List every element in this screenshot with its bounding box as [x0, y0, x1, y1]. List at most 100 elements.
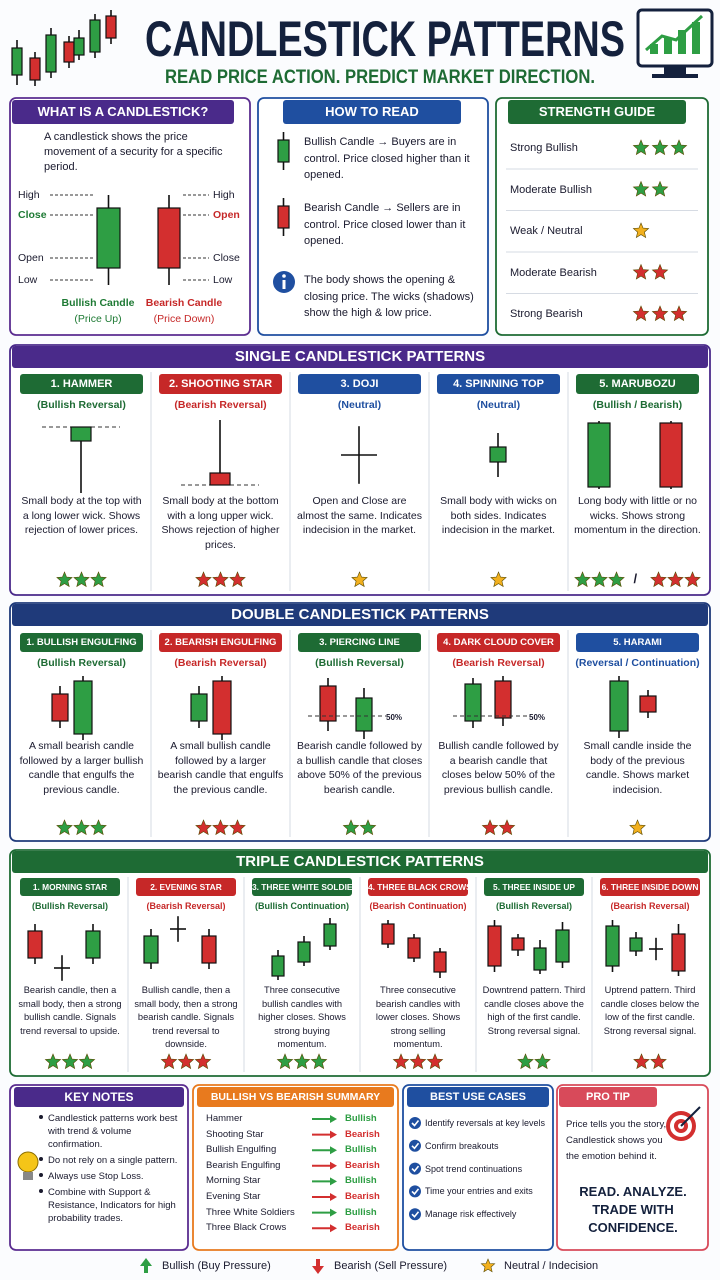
bull-note: (Price Up): [74, 313, 122, 325]
pattern-description: Bullish candle, then a small body, then …: [134, 985, 238, 1049]
candle-body: [671, 933, 686, 972]
bull-label: High: [18, 189, 40, 201]
pattern-tab: [136, 878, 236, 896]
star: [212, 819, 229, 836]
star: [90, 571, 107, 588]
candle-body: [96, 207, 121, 269]
star: [574, 571, 591, 588]
star: [229, 819, 246, 836]
candle-body: [190, 693, 208, 722]
pattern-tab-text: 2. EVENING STAR: [150, 882, 222, 892]
monitor-trend: [645, 14, 704, 52]
pattern-tab-text: 3. DOJI: [340, 378, 379, 390]
tip-text: Price tells you the story, Candlestick s…: [566, 1119, 667, 1162]
check-mark: [411, 1188, 420, 1196]
section-header: [12, 851, 708, 873]
summary-panel: [192, 1084, 399, 1251]
note-text: Always use Stop Loss.: [48, 1171, 144, 1182]
candle-body: [271, 955, 285, 977]
candle-body: [609, 680, 629, 732]
pattern-tab: [600, 878, 700, 896]
check-mark: [411, 1165, 420, 1173]
bull-label: Open: [18, 252, 44, 264]
strength-tab-text: STRENGTH GUIDE: [538, 104, 656, 119]
pattern-signal: (Bullish Reversal): [31, 901, 109, 911]
uses-tab-text: BEST USE CASES: [430, 1091, 526, 1103]
note-item: Do not rely on a single pattern.: [39, 1154, 184, 1167]
star: [392, 1053, 410, 1070]
candle-body: [201, 935, 217, 964]
star: [517, 1053, 534, 1070]
how-panel: [257, 97, 489, 336]
legend-icon: [312, 1259, 324, 1274]
star: [195, 819, 212, 836]
star: [632, 180, 650, 197]
pattern-signal: (Bearish Reversal): [174, 399, 267, 411]
pattern-tab-text: 4. DARK CLOUD COVER: [443, 637, 554, 648]
use-case: Confirm breakouts: [425, 1140, 499, 1151]
pattern-description: Small candle inside the body of the prev…: [583, 740, 692, 796]
summary-pattern: Hammer: [206, 1113, 243, 1124]
how-text: Bearish Candle → Sellers are in control.…: [304, 202, 466, 247]
uses-tab: [407, 1087, 549, 1107]
candle-body: [555, 929, 570, 963]
legend-label: Bullish (Buy Pressure): [162, 1260, 271, 1272]
pattern-tab-text: 3. THREE WHITE SOLDIERS: [252, 882, 352, 892]
pattern-description: Bearish candle, then a small body, then …: [18, 985, 122, 1036]
star: [56, 571, 73, 588]
bear-label: High: [213, 189, 235, 201]
check-mark: [411, 1120, 420, 1127]
candle-body: [433, 951, 447, 973]
candle-body: [29, 57, 41, 81]
pattern-description: A small bearish candle followed by a lar…: [19, 740, 144, 796]
bull-label: Close: [18, 209, 47, 221]
star: [684, 571, 701, 588]
pattern-description: Open and Close are almost the same. Indi…: [297, 495, 422, 536]
star: [632, 305, 650, 322]
star: [310, 1053, 328, 1070]
bear-note: (Price Down): [153, 313, 215, 325]
bullet: [39, 1189, 43, 1193]
candle-body: [533, 947, 547, 971]
monitor-base: [652, 74, 698, 78]
candle-body: [629, 937, 643, 952]
candle-body: [27, 930, 43, 959]
monitor-stand: [664, 66, 686, 74]
star: [490, 571, 507, 588]
check-icon: [409, 1139, 421, 1152]
summary-pattern: Evening Star: [206, 1191, 261, 1202]
pattern-signal: (Bullish Reversal): [495, 901, 573, 911]
star: [651, 180, 669, 197]
star: [651, 305, 669, 322]
star: [670, 139, 688, 156]
how-tab-text: HOW TO READ: [325, 104, 419, 119]
candle-body: [51, 693, 69, 722]
monitor-bar: [678, 30, 686, 54]
candle-body: [489, 446, 507, 463]
rating-separator: /: [633, 571, 638, 586]
pattern-description: Small body at the top with a long lower …: [21, 495, 142, 536]
info-icon-bar: [282, 280, 286, 289]
candle-body: [212, 680, 232, 735]
use-case: Time your entries and exits: [425, 1186, 533, 1197]
bullet: [39, 1173, 43, 1177]
star: [650, 571, 667, 588]
star: [608, 571, 625, 588]
pattern-description: Small body with wicks on both sides. Ind…: [440, 495, 557, 536]
summary-pattern: Bearish Engulfing: [206, 1159, 281, 1171]
pattern-signal: (Bearish Reversal): [452, 657, 545, 669]
star: [670, 305, 688, 322]
what-panel: [9, 97, 251, 336]
summary-arrowhead: [330, 1130, 337, 1139]
candle-body: [70, 426, 92, 442]
star: [73, 819, 90, 836]
star: [73, 571, 90, 588]
pattern-signal: (Reversal / Continuation): [575, 657, 700, 669]
star: [212, 571, 229, 588]
summary-tab: [197, 1087, 394, 1107]
summary-arrowhead: [330, 1146, 337, 1155]
pattern-tab-text: 2. BEARISH ENGULFING: [164, 637, 277, 648]
monitor-bar: [664, 38, 672, 54]
note-text: Combine with Support & Resistance, Indic…: [48, 1187, 176, 1224]
